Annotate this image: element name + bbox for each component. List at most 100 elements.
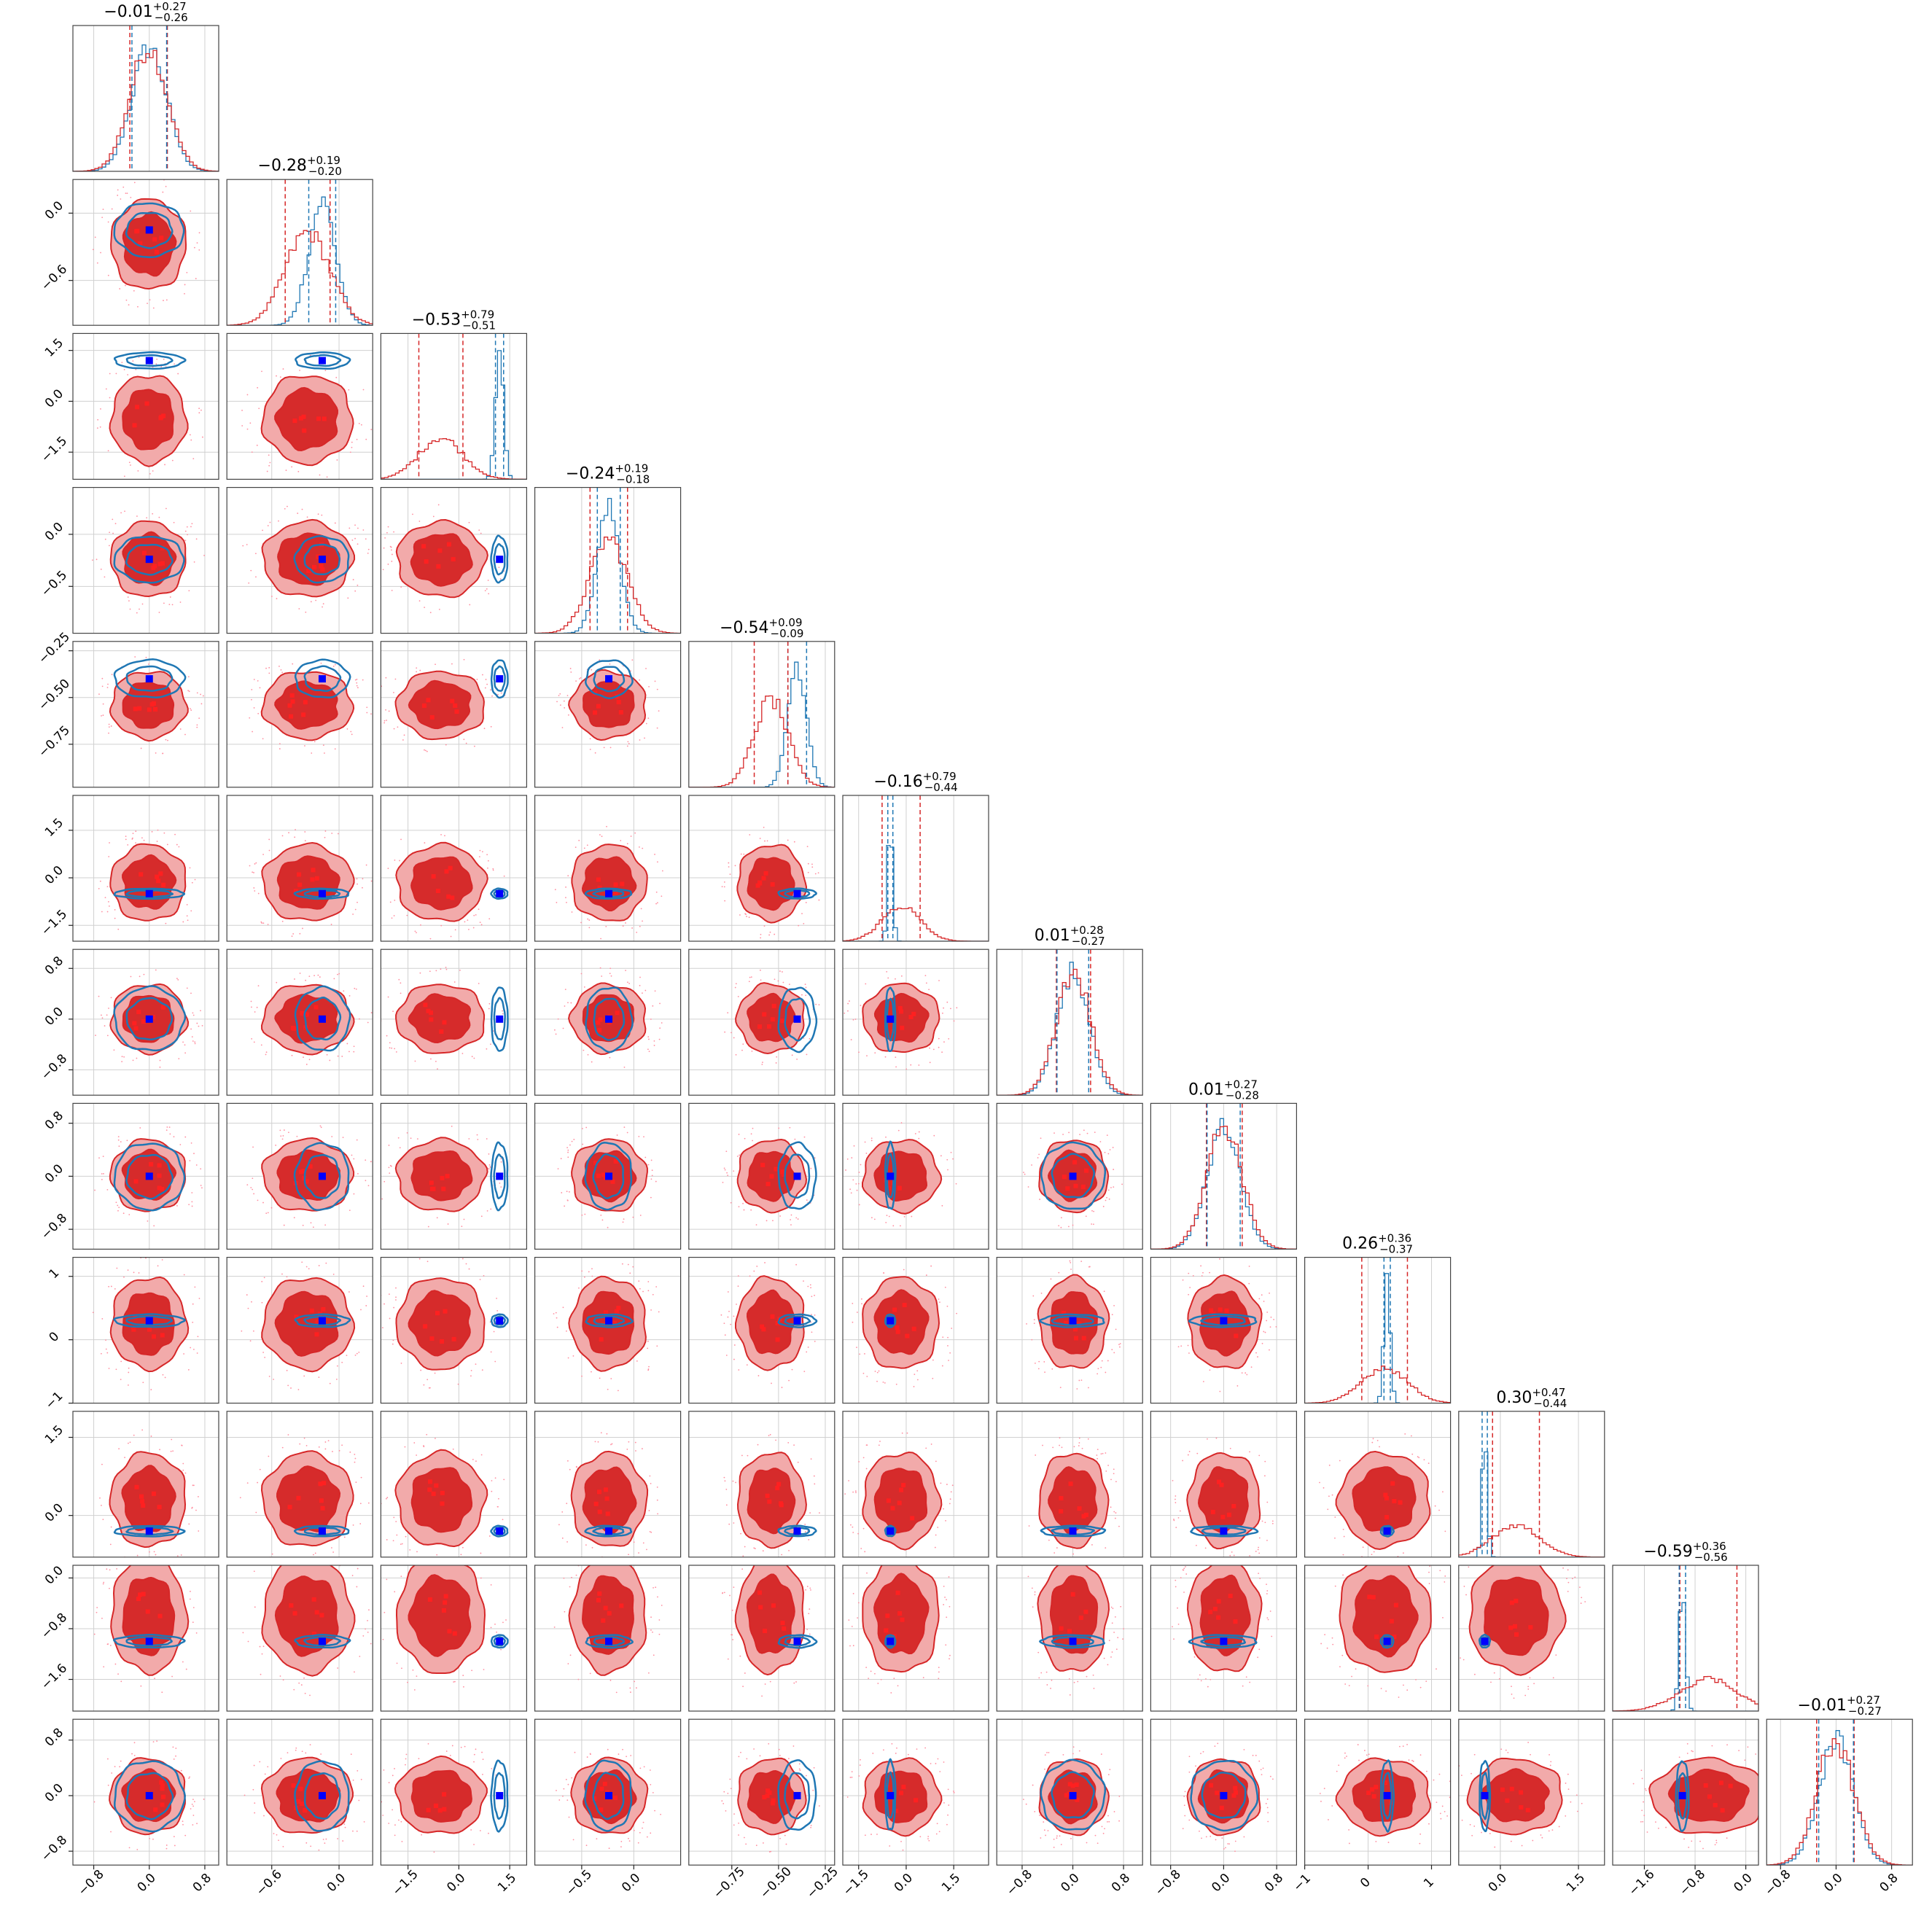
sample-point (862, 1527, 865, 1530)
sample-point (939, 1301, 940, 1304)
contour-blue-outer (294, 1634, 351, 1649)
sample-point (1105, 1371, 1107, 1374)
sample-point (270, 1207, 273, 1209)
density-peak (895, 1590, 900, 1595)
sample-point (182, 1823, 184, 1826)
density-peak (898, 1009, 903, 1014)
sample-point (647, 1164, 650, 1166)
sample-point (480, 532, 482, 534)
sample-point (809, 1037, 811, 1040)
sample-point (117, 1136, 120, 1138)
panel-frame (72, 1718, 219, 1866)
sample-point (182, 1661, 184, 1663)
sample-point (788, 1379, 790, 1382)
sample-point (499, 1182, 501, 1184)
density-peak (298, 416, 303, 421)
sample-point (792, 1745, 795, 1747)
sample-point (803, 1136, 806, 1138)
sample-point (198, 717, 200, 720)
density-peak (779, 1503, 784, 1508)
sample-point (949, 1605, 951, 1608)
sample-point (852, 1302, 854, 1304)
contour-panel-5-1 (226, 795, 373, 942)
sample-point (349, 1560, 351, 1562)
sample-point (584, 1213, 586, 1215)
sample-point (1107, 1820, 1108, 1823)
sample-point (901, 1432, 903, 1434)
sample-point (169, 596, 171, 598)
sample-point (1415, 1678, 1417, 1680)
sample-point (1184, 1815, 1186, 1817)
sample-point (98, 693, 100, 695)
sample-point (879, 1441, 881, 1442)
sample-point (435, 1060, 437, 1062)
sample-point (884, 1559, 886, 1560)
sample-point (108, 1285, 110, 1288)
sample-point (750, 1133, 752, 1135)
sample-point (947, 1814, 949, 1816)
sample-point (1175, 1579, 1177, 1581)
truth-marker (1069, 1527, 1077, 1535)
sample-point (809, 1633, 811, 1635)
sample-point (796, 1059, 798, 1060)
sample-point (1266, 1311, 1269, 1313)
sample-point (1320, 1800, 1322, 1802)
sample-point (120, 512, 122, 514)
sample-point (730, 1323, 732, 1325)
sample-point (873, 1218, 876, 1220)
sample-point (1114, 1517, 1116, 1519)
sample-point (805, 1775, 807, 1777)
histogram-red-series (534, 536, 681, 634)
sample-point (454, 929, 456, 931)
sample-point (291, 466, 293, 468)
sample-point (120, 1379, 122, 1381)
sample-point (945, 1644, 947, 1646)
sample-point (96, 1611, 98, 1613)
sample-point (1495, 1543, 1497, 1545)
sample-point (176, 978, 178, 980)
sample-point (581, 1214, 583, 1216)
sample-point (336, 1365, 338, 1367)
sample-point (470, 1829, 472, 1831)
sample-point (108, 545, 110, 547)
y-tick-label: −0.5 (39, 568, 70, 599)
contour-red-inner (410, 1150, 473, 1201)
sample-point (386, 531, 388, 534)
sample-point (251, 1037, 253, 1040)
sample-point (365, 1159, 367, 1161)
sample-point (1249, 1451, 1250, 1453)
density-peak (431, 874, 436, 879)
sample-point (781, 1554, 783, 1556)
sample-point (1540, 1834, 1542, 1836)
sample-point (1113, 1352, 1115, 1354)
sample-point (309, 1694, 311, 1697)
density-peak (452, 1631, 457, 1636)
sample-point (774, 978, 776, 981)
sample-point (250, 1000, 252, 1002)
truth-marker (496, 1172, 504, 1180)
sample-point (103, 1173, 104, 1175)
contour-blue-outer (777, 1759, 817, 1831)
contour-panel-9-7 (1150, 1411, 1298, 1558)
sample-point (1068, 1678, 1070, 1680)
sample-point (1210, 1835, 1212, 1837)
sample-point (628, 1441, 630, 1443)
y-tick-label: 1 (47, 1266, 63, 1282)
density-peak (770, 1801, 775, 1806)
sample-point (1044, 1768, 1045, 1770)
sample-point (564, 707, 566, 709)
sample-point (1338, 1764, 1340, 1767)
sample-point (564, 989, 566, 991)
sample-point (753, 1547, 755, 1549)
density-peak (443, 1594, 448, 1599)
panel-frame (226, 1256, 373, 1404)
sample-point (344, 1826, 346, 1828)
sample-point (655, 1180, 657, 1183)
density-peak (1064, 1793, 1069, 1798)
sample-point (628, 1554, 629, 1556)
contour-blue-outer (1038, 1634, 1105, 1649)
sample-point (394, 1591, 396, 1593)
sample-point (582, 1143, 584, 1145)
sample-point (1468, 1566, 1470, 1568)
sample-point (350, 1753, 352, 1756)
